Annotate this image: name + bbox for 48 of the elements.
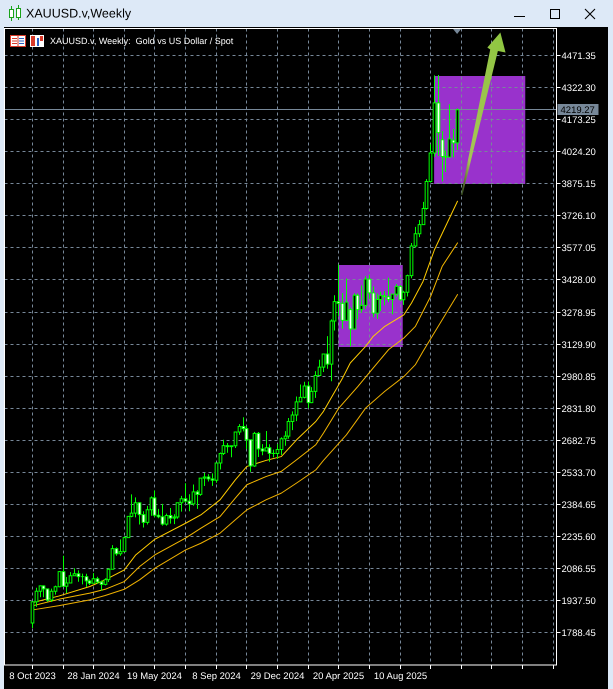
candlestick (46, 588, 50, 602)
candlestick (138, 502, 142, 526)
y-tick-label: 4471.35 (562, 50, 596, 62)
x-tick-label: 29 Dec 2024 (250, 671, 304, 682)
y-tick-label: 2086.55 (562, 564, 596, 575)
candlestick (42, 584, 46, 598)
candlestick (306, 380, 310, 409)
y-tick-label: 2831.80 (562, 404, 596, 415)
x-tick-label: 10 Aug 2025 (374, 671, 428, 682)
y-tick-label: 3726.10 (562, 210, 596, 222)
line-series (32, 294, 458, 610)
y-tick-label: 3428.00 (562, 274, 596, 286)
text: XAUUSD.v, Weekly: Gold vs US Dollar / Spot (50, 36, 234, 46)
x-tick-label: 8 Sep 2024 (192, 671, 241, 682)
chart-title: XAUUSD.v,Weekly (26, 6, 132, 20)
y-tick-label: 3278.95 (562, 308, 596, 319)
candlestick (50, 588, 54, 602)
x-tick-label: 8 Oct 2023 (9, 671, 56, 682)
x-tick-label: 19 May 2024 (127, 671, 182, 682)
candlestick (152, 490, 156, 518)
x-tick-label: 20 Apr 2025 (312, 671, 364, 682)
y-tick-label: 3577.05 (562, 242, 596, 254)
candlestick (160, 503, 164, 526)
candlestick (206, 474, 210, 482)
y-tick-label: 4024.20 (562, 146, 596, 158)
ref-line-label: 4219.27 (560, 104, 595, 116)
candlestick (226, 442, 230, 454)
y-tick-label: 3875.15 (562, 178, 596, 190)
y-tick-label: 2980.85 (562, 372, 596, 383)
x-tick-label: 28 Jan 2024 (67, 671, 120, 682)
candlestick (168, 507, 172, 524)
y-tick-label: 2533.70 (562, 468, 596, 479)
candlestick (80, 573, 84, 585)
candlestick (84, 573, 88, 588)
y-tick-label: 2682.75 (562, 436, 596, 447)
y-tick-label: 2235.60 (562, 532, 596, 543)
y-tick-label: 4322.30 (562, 82, 596, 94)
y-tick-label: 1788.45 (562, 628, 596, 639)
y-tick-label: 3129.90 (562, 340, 596, 351)
candlestick (364, 276, 368, 310)
y-tick-label: 4173.25 (562, 114, 596, 126)
candlestick (100, 580, 104, 592)
y-tick-label: 2384.65 (562, 500, 596, 511)
candlestick (398, 284, 402, 302)
candlestick (118, 538, 122, 556)
y-tick-label: 1937.50 (562, 596, 596, 607)
candlestick (76, 570, 80, 582)
candlestick (92, 572, 96, 584)
